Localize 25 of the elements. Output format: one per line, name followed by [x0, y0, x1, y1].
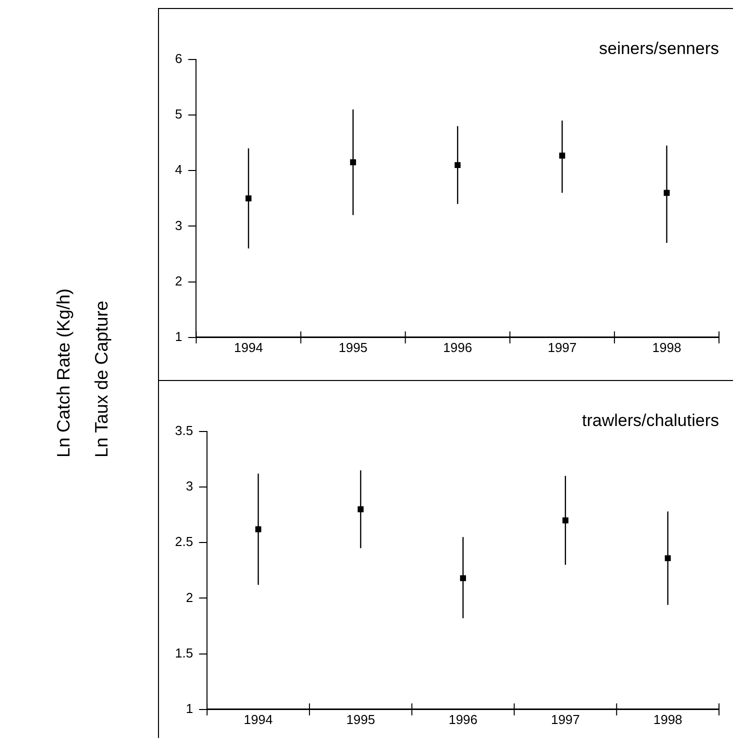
- x-tick-label: 1996: [448, 712, 478, 727]
- x-tick-label: 1997: [548, 340, 577, 355]
- x-tick-label: 1994: [244, 712, 273, 727]
- x-tick-label: 1995: [338, 340, 368, 355]
- y-axis-title: Ln Catch Rate (Kg/h) Ln Taux de Capture: [53, 288, 113, 458]
- y-tick-label: 2.5: [174, 534, 194, 550]
- y-tick-label: 1: [186, 700, 194, 716]
- y-tick-label: 1.5: [174, 645, 194, 660]
- chart-title: trawlers/chalutiers: [582, 410, 719, 430]
- y-tick-label: 6: [174, 50, 182, 66]
- y-tick-label: 2: [186, 590, 194, 605]
- x-tick-label: 1995: [346, 712, 376, 727]
- x-tick-label: 1998: [652, 340, 682, 355]
- y-tick-label: 3: [174, 218, 182, 233]
- x-tick-label: 1998: [653, 712, 682, 727]
- y-tick-label: 2: [174, 273, 182, 288]
- y-tick-label: 5: [174, 106, 182, 122]
- y-tick-label: 4: [174, 162, 182, 178]
- y-tick-label: 1: [174, 328, 182, 344]
- y-tick-label: 3: [186, 478, 194, 494]
- x-tick-label: 1996: [443, 340, 472, 355]
- x-tick-label: 1997: [550, 712, 580, 727]
- x-tick-label: 1994: [234, 340, 263, 355]
- y-tick-label: 3.5: [174, 422, 194, 438]
- chart-title: seiners/senners: [598, 38, 719, 58]
